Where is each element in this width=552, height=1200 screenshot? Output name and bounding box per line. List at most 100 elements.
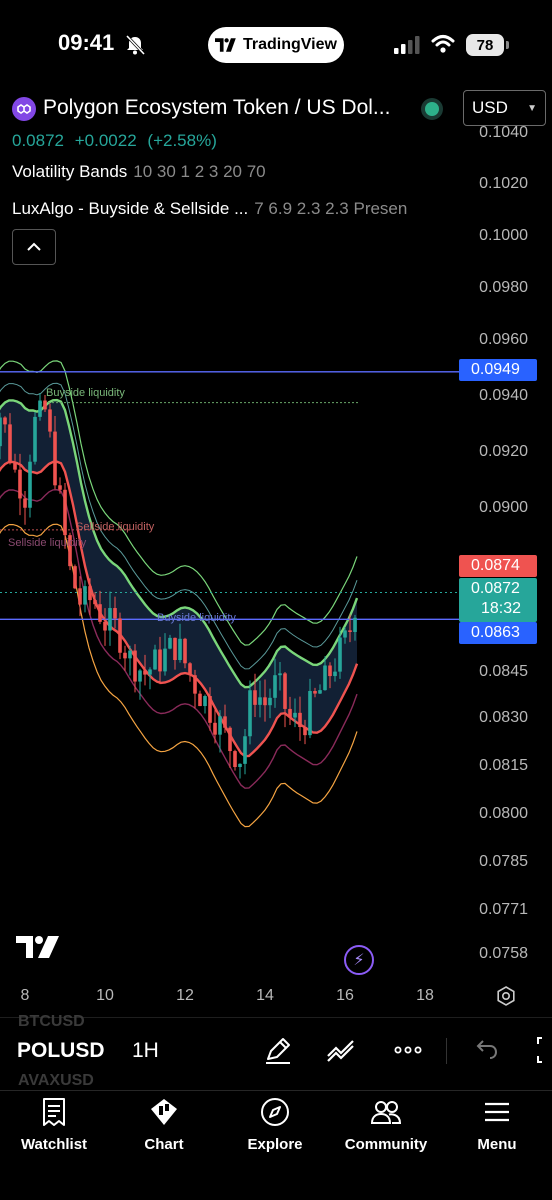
candle-body (0, 417, 2, 447)
chart-icon (151, 1099, 177, 1125)
candle-body (33, 416, 37, 462)
collapse-legend-button[interactable] (12, 229, 56, 265)
compass-icon (261, 1098, 289, 1126)
price-change: +0.0022 (74, 131, 137, 150)
candle-body (198, 693, 202, 707)
candle-body (98, 604, 102, 622)
nav-chart[interactable]: Chart (114, 1096, 214, 1153)
battery-tip (506, 41, 509, 49)
candle-body (78, 588, 82, 605)
price-chart[interactable]: Buyside liquidity Sellside liquidity Sel… (0, 280, 460, 980)
price-change-pct: (+2.58%) (147, 131, 217, 150)
candle-body (208, 696, 212, 723)
price-axis-tick: 0.1040 (479, 124, 528, 141)
candle-body (118, 618, 122, 653)
app-pill[interactable]: TradingView (208, 27, 344, 63)
band-inner-upper (0, 398, 359, 689)
candle-body (343, 630, 347, 638)
undo-icon[interactable] (470, 1034, 502, 1066)
band-mid-lower (0, 488, 358, 789)
bar-countdown: 18:32 (481, 600, 522, 617)
candle-body (233, 751, 237, 768)
candle-body (213, 722, 217, 735)
time-axis-tick: 8 (20, 987, 30, 1004)
indicators-icon[interactable] (325, 1034, 357, 1066)
toolbar-separator (446, 1038, 447, 1064)
candle-body (23, 498, 27, 508)
annotation-buyside-bottom: Buyside liquidity (157, 612, 236, 624)
interval-selector[interactable]: 1H (132, 1039, 159, 1062)
bell-slash-icon (125, 34, 146, 56)
time-axis-tick: 10 (96, 987, 114, 1004)
nav-label: Menu (477, 1136, 517, 1153)
candle-body (308, 690, 312, 736)
candle-body (283, 673, 287, 709)
candle-body (28, 461, 32, 508)
price-badge-upper-level: 0.0949 (459, 359, 537, 381)
symbol-title[interactable]: Polygon Ecosystem Token / US Dol... (43, 96, 391, 119)
candle-body (138, 670, 142, 682)
ghost-symbol-previous: BTCUSD (18, 1013, 85, 1030)
signal-icon (394, 36, 420, 54)
candle-body (103, 621, 107, 631)
price-line: 0.0872 +0.0022 (+2.58%) (12, 131, 223, 151)
candle-body (73, 566, 77, 589)
nav-community[interactable]: Community (336, 1096, 436, 1153)
chevron-up-icon (27, 242, 41, 251)
currency-select[interactable]: USD ▼ (463, 90, 546, 126)
price-badge-high: 0.0874 (459, 555, 537, 577)
annotation-buyside-top: Buyside liquidity (46, 387, 125, 399)
candle-body (318, 690, 322, 694)
lightning-button[interactable]: ⚡ (344, 945, 374, 975)
price-axis-tick: 0.0758 (479, 945, 528, 962)
nav-label: Explore (247, 1136, 303, 1153)
price-axis-tick: 0.0800 (479, 805, 528, 822)
price-axis-tick: 0.0900 (479, 499, 528, 516)
nav-watchlist[interactable]: Watchlist (4, 1096, 104, 1153)
indicator-name: Volatility Bands (12, 162, 128, 181)
candle-body (68, 535, 72, 567)
candle-body (58, 485, 62, 490)
nav-explore[interactable]: Explore (225, 1096, 325, 1153)
nav-label: Watchlist (20, 1136, 88, 1153)
candle-body (248, 690, 252, 737)
candle-body (83, 586, 87, 605)
watchlist-icon (43, 1098, 65, 1126)
nav-menu[interactable]: Menu (447, 1096, 547, 1153)
candle-body (143, 670, 147, 675)
candle-body (218, 716, 222, 735)
nav-label: Community (344, 1136, 428, 1153)
ghost-symbol-next: AVAXUSD (18, 1072, 94, 1089)
market-status-icon (421, 98, 443, 120)
candle-body (303, 727, 307, 736)
indicator-legend-volatility-bands[interactable]: Volatility Bands 10 30 1 2 3 20 70 (12, 162, 266, 182)
annotation-sellside-2: Sellside liquidity (8, 537, 87, 549)
candle-body (148, 669, 152, 675)
indicator-legend-luxalgo[interactable]: LuxAlgo - Buyside & Sellside ... 7 6.9 2.… (12, 199, 454, 219)
polygon-logo-icon (12, 97, 36, 121)
candle-body (293, 712, 297, 718)
candle-body (88, 586, 92, 601)
candle-body (333, 671, 337, 677)
time-axis-tick: 14 (256, 987, 274, 1004)
candle-body (128, 650, 132, 659)
price-badge-lower-level: 0.0863 (459, 622, 537, 644)
candle-body (288, 708, 292, 718)
chevron-down-icon: ▼ (527, 103, 537, 114)
candle-body (238, 763, 242, 768)
candle-body (153, 649, 157, 670)
candle-body (13, 461, 17, 470)
candle-body (43, 400, 47, 410)
candle-body (298, 712, 302, 728)
candle-body (163, 648, 167, 672)
toolbar-symbol[interactable]: POLUSD (17, 1039, 105, 1062)
drawing-pen-icon[interactable] (262, 1034, 294, 1066)
more-options-icon[interactable] (392, 1034, 424, 1066)
price-axis-tick: 0.0771 (479, 901, 528, 918)
candle-body (328, 665, 332, 677)
community-icon (370, 1101, 402, 1124)
chart-settings-icon[interactable] (495, 985, 517, 1007)
fullscreen-icon[interactable] (532, 1034, 552, 1066)
price-axis-tick: 0.0960 (479, 331, 528, 348)
app-pill-label: TradingView (243, 36, 337, 53)
